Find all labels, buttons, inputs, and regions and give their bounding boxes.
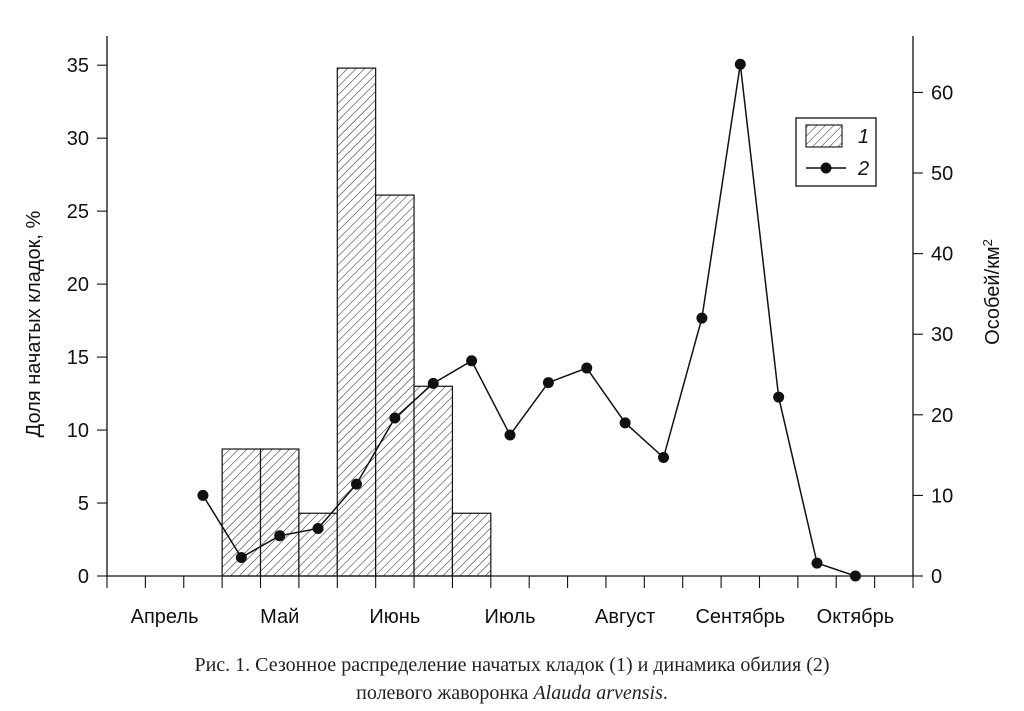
legend-swatch-2-marker xyxy=(820,162,832,174)
left-tick-label: 5 xyxy=(78,493,89,515)
right-axis-title-text: Особей/км xyxy=(982,246,1004,345)
month-label: Апрель xyxy=(131,606,199,628)
caption-line-2-prefix: полевого жаворонка xyxy=(356,682,534,704)
caption-line-2-suffix: . xyxy=(662,682,668,704)
left-axis-title: Доля начатых кладок, % xyxy=(23,210,45,437)
right-tick-label: 60 xyxy=(931,82,953,104)
abundance-point xyxy=(197,489,209,501)
legend-swatch-1 xyxy=(805,124,843,148)
left-tick-label: 35 xyxy=(67,55,89,77)
abundance-point xyxy=(849,570,861,582)
caption-line-2: полевого жаворонка Alauda arvensis. xyxy=(0,679,1024,707)
abundance-point xyxy=(658,452,670,464)
abundance-point xyxy=(773,391,785,403)
abundance-point xyxy=(811,557,823,569)
left-tick-label: 0 xyxy=(78,566,89,588)
right-tick-label: 40 xyxy=(931,244,953,266)
abundance-point xyxy=(696,312,708,324)
right-tick-label: 0 xyxy=(931,566,942,588)
abundance-point xyxy=(542,377,554,389)
abundance-point xyxy=(619,417,631,429)
left-tick-label: 10 xyxy=(67,420,89,442)
right-axis-title-superscript: 2 xyxy=(980,239,995,246)
month-label: Сентябрь xyxy=(695,606,785,628)
right-tick-label: 50 xyxy=(931,163,953,185)
abundance-point xyxy=(389,412,401,424)
axes: Апрель Май Июнь Июль Август Сентябрь Октябрь 0 5… xyxy=(23,36,1004,628)
legend-label-1: 1 xyxy=(858,126,869,148)
left-tick-label: 30 xyxy=(67,128,89,150)
left-tick-label: 20 xyxy=(67,274,89,296)
bar-6 xyxy=(413,385,454,577)
caption-line-1: Рис. 1. Сезонное распределение начатых к… xyxy=(194,654,830,676)
month-label: Июль xyxy=(484,606,535,628)
abundance-point xyxy=(504,429,516,441)
abundance-point xyxy=(581,362,593,374)
right-axis-title: Особей/км2 xyxy=(980,239,1005,345)
bar-5 xyxy=(375,194,415,577)
caption-species-name: Alauda arvensis xyxy=(533,682,663,704)
abundance-point xyxy=(274,530,286,542)
bar-3 xyxy=(298,512,338,577)
bar-series xyxy=(221,67,492,577)
bar-4 xyxy=(336,67,377,577)
bar-7 xyxy=(451,512,492,577)
line-series xyxy=(197,58,861,582)
month-label: Май xyxy=(260,606,299,628)
abundance-point xyxy=(466,355,478,367)
legend: 12 xyxy=(795,117,877,187)
abundance-point xyxy=(312,522,324,534)
right-tick-label: 30 xyxy=(931,324,953,346)
left-tick-label: 25 xyxy=(67,201,89,223)
month-label: Июнь xyxy=(369,606,420,628)
left-tick-label: 15 xyxy=(67,347,89,369)
figure-caption: Рис. 1. Сезонное распределение начатых к… xyxy=(0,651,1024,707)
month-label: Октябрь xyxy=(817,606,895,628)
right-tick-label: 20 xyxy=(931,405,953,427)
legend-label-2: 2 xyxy=(857,158,869,180)
abundance-point xyxy=(235,551,247,563)
chart: Апрель Май Июнь Июль Август Сентябрь Октябрь 0 5… xyxy=(23,36,1004,628)
bar-2 xyxy=(259,448,300,577)
month-label: Август xyxy=(595,606,655,628)
abundance-line xyxy=(202,64,856,577)
right-tick-label: 10 xyxy=(931,485,953,507)
abundance-point xyxy=(350,478,362,490)
abundance-point xyxy=(734,58,746,70)
abundance-point xyxy=(427,377,439,389)
